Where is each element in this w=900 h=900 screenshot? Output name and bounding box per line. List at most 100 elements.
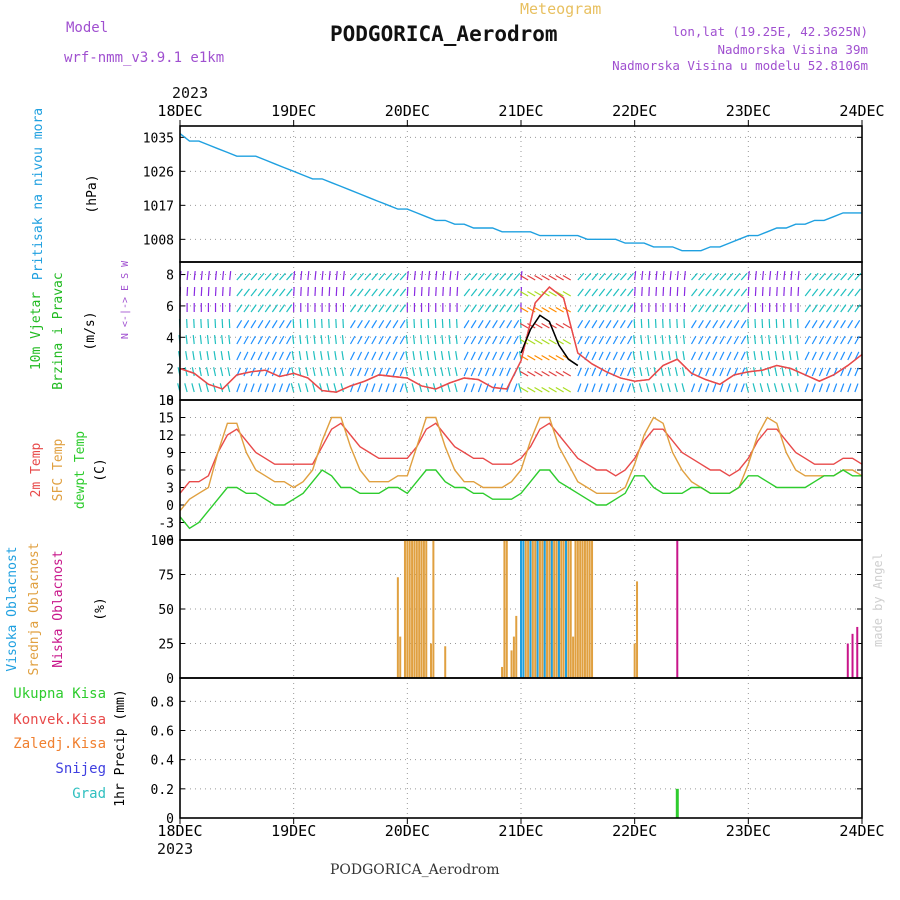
- wind-barb: [555, 322, 564, 329]
- wind-barb: [726, 351, 732, 361]
- wind-barb: [669, 270, 672, 281]
- wind-barb: [627, 320, 633, 329]
- wind-barb: [605, 288, 613, 297]
- wind-barb: [404, 383, 408, 393]
- wind-barb: [773, 383, 778, 393]
- wind-unit: (m/s): [83, 311, 98, 350]
- wind-barb: [470, 272, 478, 281]
- wind-barb: [250, 383, 255, 393]
- wind-barb: [682, 351, 685, 361]
- wind-barb: [320, 351, 323, 361]
- wind-barb: [705, 304, 712, 313]
- wind-barb: [463, 272, 471, 281]
- wind-barb: [740, 335, 747, 345]
- y-tick-label: 1008: [143, 233, 174, 248]
- wind-barb: [612, 304, 620, 313]
- wind-barb: [646, 351, 650, 361]
- wind-barb: [811, 335, 818, 345]
- wind-barb: [654, 334, 657, 345]
- wind-barb: [371, 320, 378, 329]
- wind-barb: [833, 288, 840, 297]
- wind-barb: [513, 320, 520, 329]
- wind-barb: [506, 320, 513, 329]
- wind-barb: [619, 320, 626, 329]
- wind-barb: [541, 322, 550, 329]
- wind-barb: [264, 320, 271, 329]
- wind-barb: [257, 383, 262, 393]
- wind-barb: [811, 383, 816, 393]
- wind-barb: [513, 383, 518, 393]
- wind-barb: [639, 367, 643, 377]
- wind-axis-title: 10m Vjetar: [29, 292, 44, 370]
- wind-barb: [541, 290, 550, 297]
- wind-barb: [753, 351, 757, 361]
- wind-barb: [818, 320, 825, 329]
- wind-barb: [691, 272, 698, 281]
- wind-barb: [726, 383, 731, 393]
- wind-barb: [426, 351, 430, 361]
- wind-barb: [411, 383, 416, 393]
- wind-barb: [219, 383, 224, 393]
- wind-barb: [243, 367, 249, 377]
- wind-barb: [847, 335, 853, 345]
- wind-barb: [463, 335, 470, 345]
- wind-barb: [484, 351, 490, 361]
- wind-barb: [648, 270, 651, 281]
- wind-barb: [631, 383, 636, 393]
- wind-barb: [278, 288, 286, 297]
- y-tick-label: 1026: [143, 165, 174, 180]
- wind-barb: [826, 272, 833, 281]
- wind-barb: [619, 367, 625, 377]
- wind-barb: [847, 320, 854, 329]
- wind-barb: [719, 304, 726, 313]
- wind-barb: [674, 383, 678, 393]
- wind-barb: [847, 304, 854, 313]
- meteogram-label: Meteogram: [520, 0, 602, 18]
- wind-barb: [378, 383, 383, 393]
- wind-barb: [766, 383, 771, 393]
- wind-barb: [314, 270, 317, 281]
- wind-barb: [804, 320, 811, 329]
- y-tick-label: 3: [166, 482, 174, 497]
- wind-barb: [840, 383, 845, 393]
- wind-barb: [250, 304, 257, 313]
- wind-barb: [340, 383, 344, 393]
- wind-barb: [541, 354, 550, 361]
- wind-barb: [638, 383, 643, 393]
- y-tick-label: 8: [166, 269, 174, 284]
- wind-barb: [484, 304, 492, 313]
- wind-barb: [264, 367, 270, 377]
- wind-barb: [555, 370, 564, 377]
- wind-barb: [691, 288, 698, 297]
- wind-barb: [342, 270, 345, 281]
- wind-barb: [385, 272, 393, 281]
- wind-barb: [506, 288, 513, 297]
- wind-barb: [627, 272, 634, 281]
- wind-barb: [192, 351, 195, 361]
- wind-barb: [796, 334, 799, 345]
- precip-legend-item: Zaledj.Kisa: [13, 736, 106, 752]
- wind-barb: [760, 351, 764, 361]
- wind-barb: [591, 272, 599, 281]
- y-tick-label: 9: [166, 447, 174, 462]
- wind-barb: [555, 386, 564, 393]
- wind-barb: [847, 351, 853, 361]
- y-tick-label: -3: [158, 517, 174, 532]
- wind-barb: [470, 304, 477, 313]
- wind-barb: [286, 272, 293, 281]
- y-tick-label: 50: [158, 603, 174, 618]
- wind-barb: [726, 288, 734, 297]
- wind-barb: [212, 383, 217, 393]
- wind-barb: [364, 351, 370, 361]
- series-line: [179, 416, 863, 512]
- wind-barb: [584, 335, 590, 345]
- wind-barb: [484, 335, 491, 345]
- wind-barb: [349, 320, 356, 329]
- wind-barb: [619, 304, 627, 313]
- wind-barb: [463, 288, 471, 297]
- wind-barb: [577, 272, 585, 281]
- wind-barb: [213, 351, 217, 361]
- wind-barb: [385, 351, 391, 361]
- wind-barb: [236, 383, 241, 393]
